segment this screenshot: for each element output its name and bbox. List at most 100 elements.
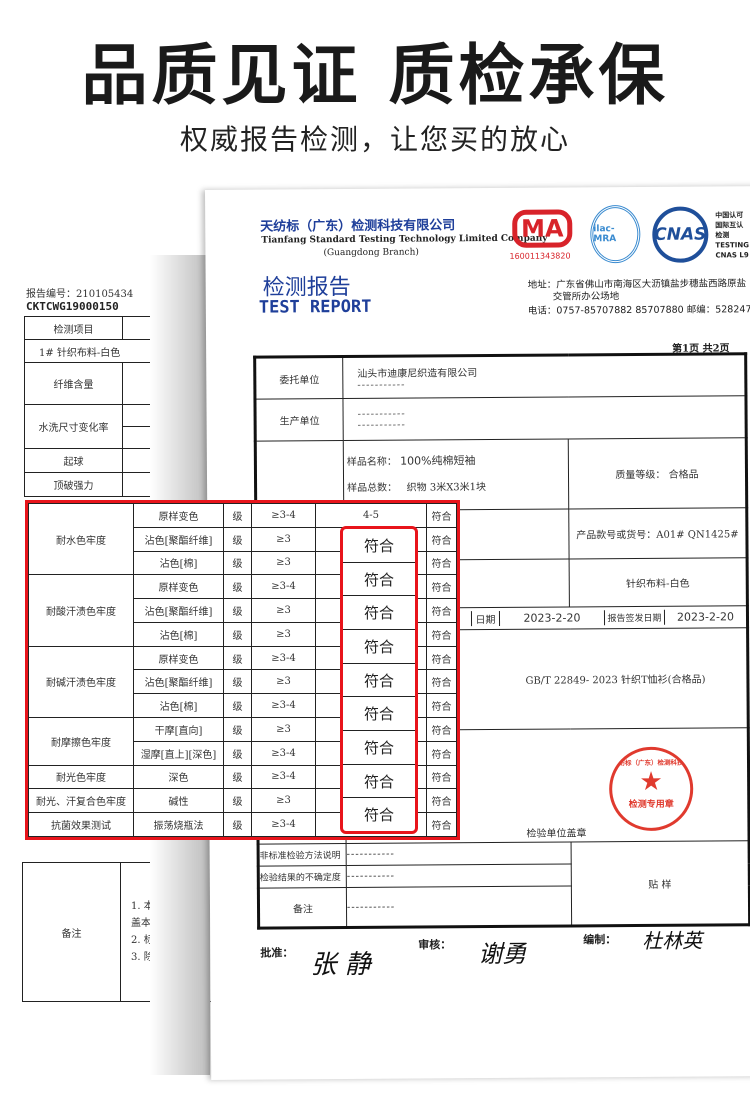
requirement: ≥3	[251, 598, 316, 623]
test-item: 原样变色	[133, 645, 224, 671]
test-date: 2023-2-20	[498, 610, 605, 626]
test-item: 干摩[直向]	[133, 717, 224, 742]
verdict: 符合	[426, 812, 457, 837]
dash: -----------	[346, 885, 572, 928]
issue-date: 2023-2-20	[663, 609, 747, 625]
requirement: ≥3-4	[251, 574, 316, 600]
report-code: CKTCWG19000150	[26, 300, 119, 313]
address-line2: 交管所办公场地	[552, 291, 620, 303]
test-item: 沾色[聚酯纤维]	[133, 526, 224, 552]
test-item: 沾色[聚酯纤维]	[133, 598, 224, 623]
requirement: ≥3	[251, 550, 316, 576]
remarks-label: 备注	[22, 862, 121, 1002]
compile-label: 编制：	[583, 933, 617, 947]
company-name-cn: 天纺标（广东）检测科技有限公司	[260, 218, 456, 235]
test-item: 深色	[133, 764, 224, 790]
verdict-highlight: 符合	[343, 731, 415, 765]
verdict-highlight: 符合	[363, 806, 394, 825]
company-name-en: Tianfang Standard Testing Technology Lim…	[261, 233, 548, 246]
verdict: 符合	[426, 717, 457, 742]
verdict: 符合	[426, 788, 457, 814]
uncertainty-label: 检验结果的不确定度	[258, 865, 347, 889]
review-label: 审核：	[418, 938, 452, 952]
test-item: 碱性	[133, 788, 224, 814]
verdict: 符合	[426, 740, 457, 766]
official-stamp: 天纺标（广东）检测科技有限公司 ★ 检测专用章	[608, 746, 694, 832]
approve-label: 批准：	[260, 946, 294, 960]
verdict: 符合	[426, 526, 457, 552]
test-item: 沾色[棉]	[133, 621, 224, 647]
cnas-text: 检测	[715, 231, 730, 240]
grade-label: 质量等级：	[615, 469, 666, 482]
nonstandard-method-label: 非标准检验方法说明	[258, 843, 347, 867]
sample-count: 织物 3米X3米1块	[406, 482, 487, 494]
cnas-text: 中国认可	[715, 211, 744, 220]
test-item: 沾色[聚酯纤维]	[133, 669, 224, 695]
client-label: 委托单位	[254, 356, 343, 400]
phone: 电话：0757-85707882 85707880 邮编：528247	[527, 304, 750, 317]
requirement: ≥3	[251, 621, 316, 647]
star-icon: ★	[639, 766, 663, 797]
test-item: 湿摩[直上][深色]	[133, 740, 224, 766]
fabric-description: 针织布料-白色	[569, 557, 748, 607]
verdict: 符合	[426, 621, 457, 647]
col-header: 检测项目	[24, 316, 123, 340]
unit: 级	[223, 550, 252, 576]
issue-date-label: 报告签发日期	[603, 609, 665, 626]
sample-name-label: 样品名称：	[346, 456, 397, 469]
requirement: ≥3-4	[251, 764, 316, 790]
verdict-highlight: 符合	[343, 596, 415, 631]
verdict: 符合	[426, 669, 457, 695]
sample-count-label: 样品总数：	[347, 482, 398, 495]
verdict-highlight: 符合	[343, 697, 415, 732]
stamp-subtitle: 检测专用章	[628, 799, 674, 811]
test-category: 耐光、汗复合色牢度	[28, 788, 134, 814]
unit: 级	[223, 788, 252, 814]
test-category: 耐摩擦色牢度	[28, 717, 134, 766]
verdict-highlight: 符合	[343, 630, 415, 664]
sample-name: 100%纯棉短袖	[400, 454, 476, 468]
test-item: 振荡烧瓶法	[133, 812, 224, 837]
unit: 级	[223, 645, 252, 671]
result-value: 4-5	[315, 503, 427, 528]
report-title-en: TEST REPORT	[258, 296, 372, 318]
result-row: 耐水色牢度 原样变色级 ≥3-4 4-5 符合	[28, 502, 457, 576]
ilac-mra-logo: ilac-MRA	[590, 204, 641, 264]
unit: 级	[223, 598, 252, 623]
unit: 级	[223, 503, 252, 528]
row-name: 纤维含量	[24, 362, 123, 405]
result-row: 耐酸汗渍色牢度 原样变色级 ≥3-4 符合	[28, 574, 457, 647]
cnas-logo: CNAS	[652, 206, 709, 263]
verdict: 符合	[426, 574, 457, 600]
test-category: 耐碱汗渍色牢度	[28, 645, 134, 719]
unit: 级	[223, 812, 252, 837]
verdict: 符合	[426, 550, 457, 576]
stamp-text: 天纺标（广东）检测科技有限公司	[611, 758, 694, 768]
sample-paste-area: 贴 样	[571, 840, 750, 926]
page-subtitle: 权威报告检测，让您买的放心	[179, 123, 570, 156]
remark-label: 备注	[258, 887, 347, 929]
verdict: 符合	[426, 693, 457, 719]
producer-label: 生产单位	[254, 398, 344, 442]
requirement: ≥3-4	[251, 503, 316, 528]
requirement: ≥3-4	[251, 645, 316, 671]
highlight-box: 符合 符合 符合 符合 符合 符合 符合 符合 符合	[340, 526, 418, 834]
unit: 级	[223, 717, 252, 742]
report-number: 报告编号：210105434	[26, 289, 134, 300]
unit: 级	[223, 764, 252, 790]
verdict: 符合	[426, 598, 457, 623]
unit: 级	[223, 526, 252, 552]
row-name: 起球	[24, 448, 123, 473]
page-title: 品质见证 质检承保	[81, 37, 669, 114]
cma-logo: MA	[512, 209, 573, 248]
unit: 级	[223, 621, 252, 647]
dash: -----------	[346, 863, 572, 888]
dash: -----------	[357, 419, 406, 431]
grade: 合格品	[668, 469, 699, 481]
test-item: 原样变色	[133, 503, 224, 528]
cnas-text: TESTING	[715, 241, 750, 250]
test-item: 沾色[棉]	[133, 550, 224, 576]
verdict-highlight: 符合	[343, 563, 415, 597]
test-item: 原样变色	[133, 574, 224, 600]
dash: -----------	[346, 841, 572, 866]
